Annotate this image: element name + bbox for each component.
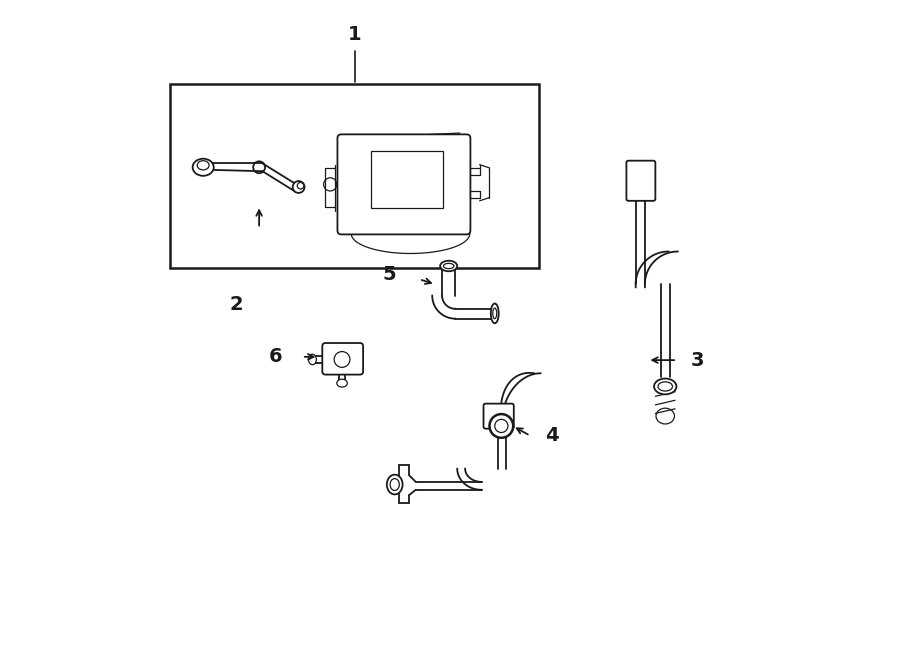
Ellipse shape xyxy=(654,379,677,395)
Text: 1: 1 xyxy=(347,25,362,44)
Text: 2: 2 xyxy=(230,295,243,314)
FancyBboxPatch shape xyxy=(483,404,514,428)
Text: 4: 4 xyxy=(545,426,559,446)
Text: 6: 6 xyxy=(268,347,283,366)
Ellipse shape xyxy=(491,303,499,323)
Ellipse shape xyxy=(193,159,213,176)
FancyBboxPatch shape xyxy=(322,343,363,375)
Ellipse shape xyxy=(292,181,304,193)
Bar xyxy=(371,151,444,208)
Ellipse shape xyxy=(490,414,513,438)
Ellipse shape xyxy=(440,260,457,271)
Bar xyxy=(170,84,539,268)
Text: 3: 3 xyxy=(690,350,704,369)
Ellipse shape xyxy=(387,475,402,494)
Ellipse shape xyxy=(309,354,317,365)
Ellipse shape xyxy=(337,379,347,387)
FancyBboxPatch shape xyxy=(338,134,471,235)
FancyBboxPatch shape xyxy=(626,161,655,201)
Text: 5: 5 xyxy=(382,265,396,284)
